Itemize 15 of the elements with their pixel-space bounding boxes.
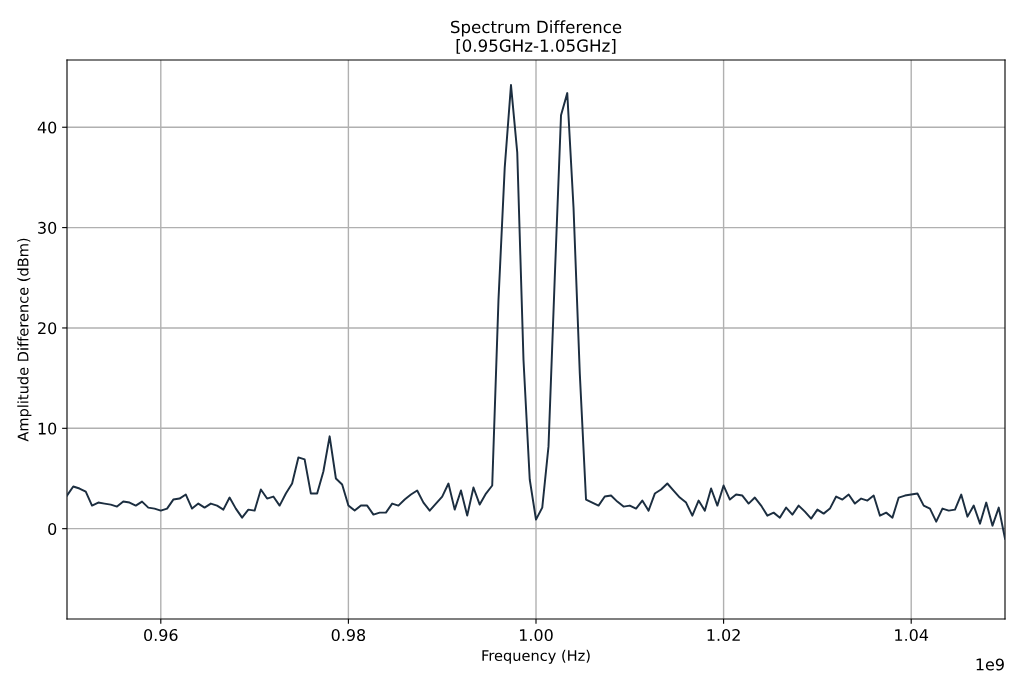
- x-tick-label: 1.00: [519, 629, 553, 642]
- y-tick-label: 10: [38, 422, 57, 435]
- line-series: [67, 84, 1005, 540]
- y-tick-label: 40: [37, 121, 57, 134]
- x-axis-title: Frequency (Hz): [482, 649, 590, 664]
- x-tick-label: 0.96: [144, 629, 178, 642]
- y-tick-label: 30: [38, 221, 57, 234]
- x-tick-label: 0.98: [331, 629, 366, 642]
- text: 1e9: [976, 658, 1004, 671]
- y-tick-label: 0: [48, 522, 57, 535]
- y-axis-title: Amplitude Difference (dBm): [17, 238, 32, 442]
- y-tick-label: 20: [38, 322, 57, 335]
- chart-title: Spectrum Difference [0.95GHz-1.05GHz]: [450, 20, 622, 54]
- x-tick-label: 1.04: [895, 629, 929, 642]
- x-tick-label: 1.02: [707, 629, 740, 642]
